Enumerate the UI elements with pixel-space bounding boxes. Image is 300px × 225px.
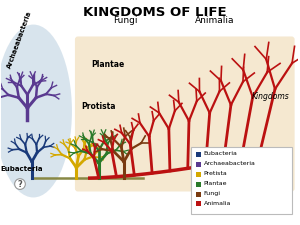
Text: Plantae: Plantae (91, 60, 124, 69)
Bar (196, 182, 201, 187)
Bar (196, 152, 201, 157)
Text: Plantae: Plantae (203, 181, 227, 186)
Text: Pretista: Pretista (203, 171, 227, 176)
Bar (196, 201, 201, 206)
Bar (196, 191, 201, 197)
Text: Archaeabacteria: Archaeabacteria (203, 161, 255, 166)
Text: Fungi: Fungi (113, 16, 138, 25)
Text: Protista: Protista (81, 102, 116, 111)
Circle shape (15, 179, 25, 189)
Text: Eubacteria: Eubacteria (203, 151, 237, 156)
Bar (196, 162, 201, 167)
Text: Animalia: Animalia (195, 16, 234, 25)
Ellipse shape (0, 25, 72, 198)
Text: ?: ? (18, 180, 22, 189)
Text: Animalia: Animalia (203, 201, 231, 206)
FancyBboxPatch shape (191, 147, 292, 214)
Text: Fungi: Fungi (203, 191, 220, 196)
Text: KINGDOMS OF LIFE: KINGDOMS OF LIFE (83, 6, 227, 19)
Text: Kingdoms: Kingdoms (252, 92, 289, 101)
Bar (196, 172, 201, 177)
Text: Archaeabacteria: Archaeabacteria (7, 10, 33, 69)
Text: Eubacteria: Eubacteria (1, 166, 43, 172)
FancyBboxPatch shape (75, 36, 295, 191)
